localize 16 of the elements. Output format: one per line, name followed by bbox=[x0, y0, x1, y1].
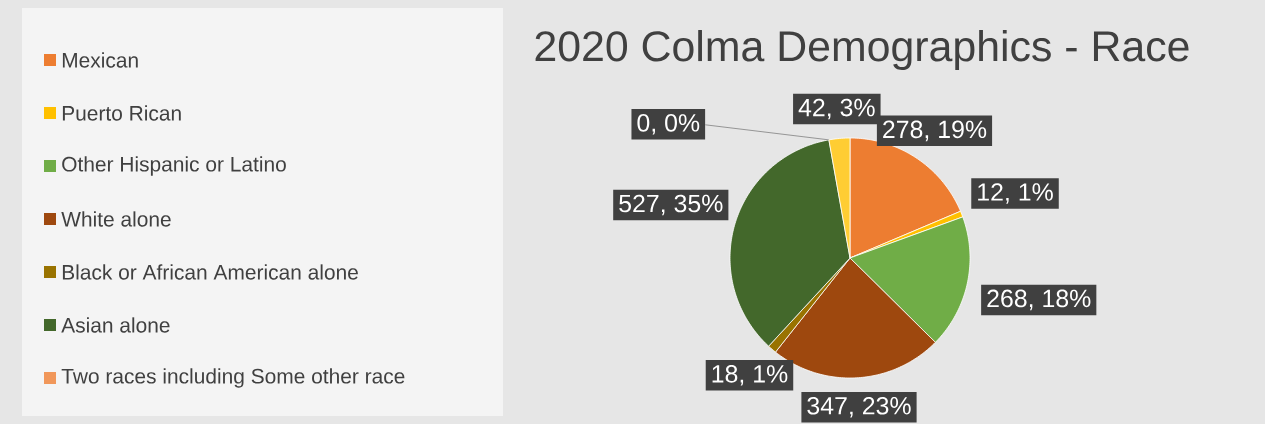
data-label: 42, 3% bbox=[798, 98, 875, 120]
legend-label: Other Hispanic or Latino bbox=[62, 156, 286, 176]
legend-label: Puerto Rican bbox=[62, 105, 181, 121]
data-label: 12, 1% bbox=[978, 183, 1053, 204]
data-label: 527, 35% bbox=[619, 194, 723, 216]
data-label: 268, 18% bbox=[987, 289, 1091, 311]
text: 0, 0% bbox=[637, 114, 700, 135]
data-label: 18, 1% bbox=[712, 365, 788, 386]
chart-title: 2020 Colma Demographics - Race bbox=[535, 30, 1189, 70]
legend-label: Mexican bbox=[62, 52, 138, 68]
legend-label: White alone bbox=[61, 211, 171, 227]
data-label: 347, 23% bbox=[807, 396, 911, 418]
legend-label: Two races including Some other race bbox=[61, 368, 405, 388]
legend-label: Asian alone bbox=[61, 317, 170, 333]
data-label: 278, 19% bbox=[883, 120, 987, 142]
legend-label: Black or African American alone bbox=[62, 264, 358, 280]
